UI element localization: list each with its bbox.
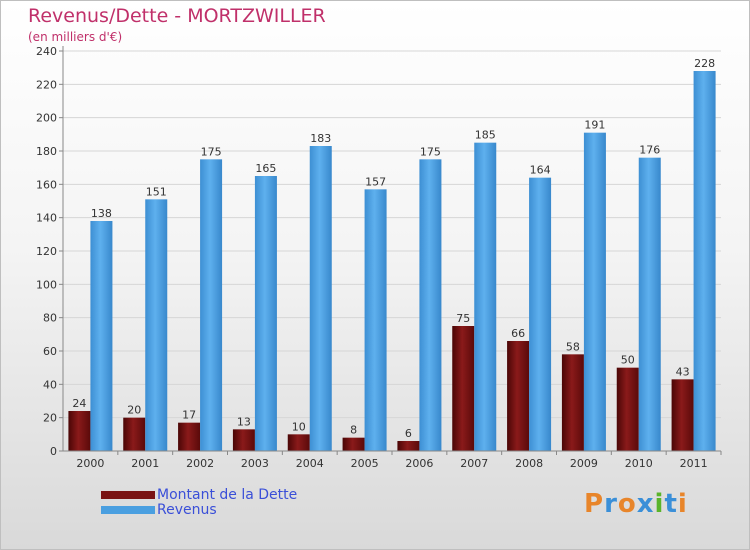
revenue-bar — [90, 221, 113, 451]
y-tick-label: 220 — [36, 78, 57, 91]
revenue-value-label: 191 — [584, 119, 605, 132]
debt-value-label: 6 — [405, 427, 412, 440]
debt-bar — [68, 411, 91, 451]
revenue-value-label: 176 — [639, 144, 660, 157]
debt-bar — [507, 341, 530, 451]
debt-value-label: 24 — [72, 397, 86, 410]
revenue-value-label: 185 — [475, 129, 496, 142]
y-tick-label: 160 — [36, 178, 57, 191]
proxiti-logo: Proxiti — [584, 489, 688, 519]
x-axis: 2000 2001 2002 2003 2004 2005 2006 2007 2008 2009… — [63, 450, 722, 470]
chart-subtitle: (en milliers d'€) — [28, 30, 123, 44]
x-tick-label: 2002 — [186, 457, 214, 470]
debt-bar — [561, 354, 584, 451]
y-tick-label: 140 — [36, 212, 57, 225]
debt-value-label: 43 — [676, 365, 690, 378]
debt-bar — [452, 326, 475, 451]
debt-value-label: 20 — [127, 404, 141, 417]
revenue-value-label: 165 — [255, 162, 276, 175]
x-tick-label: 2005 — [351, 457, 379, 470]
y-tick-label: 20 — [43, 412, 57, 425]
x-tick-label: 2006 — [405, 457, 433, 470]
gridlines — [63, 50, 721, 419]
debt-value-label: 58 — [566, 340, 580, 353]
revenue-value-label: 164 — [530, 164, 551, 177]
debt-bar — [287, 434, 310, 451]
revenue-bar — [583, 132, 606, 451]
legend-item-revenue: Revenus — [101, 502, 217, 518]
debt-value-label: 50 — [621, 354, 635, 367]
debt-value-label: 75 — [456, 312, 470, 325]
revenue-value-label: 138 — [91, 207, 112, 220]
debt-bar — [178, 422, 201, 451]
x-tick-label: 2004 — [296, 457, 324, 470]
debt-value-label: 8 — [350, 424, 357, 437]
debt-bar — [342, 437, 365, 451]
debt-value-label: 10 — [292, 420, 306, 433]
legend-label-debt: Montant de la Dette — [157, 487, 298, 503]
revenue-bar — [145, 199, 168, 451]
revenue-bar — [364, 189, 387, 452]
revenue-bar — [419, 159, 442, 452]
revenue-bar — [254, 176, 277, 451]
debt-bar — [123, 417, 146, 451]
y-tick-label: 240 — [36, 45, 57, 58]
debt-bar — [397, 441, 420, 451]
revenue-value-label: 151 — [146, 185, 167, 198]
revenue-bar — [200, 159, 223, 452]
x-tick-label: 2003 — [241, 457, 269, 470]
revenue-bar — [529, 177, 552, 451]
x-tick-label: 2011 — [680, 457, 708, 470]
revenue-value-label: 175 — [420, 145, 441, 158]
debt-bar — [616, 367, 639, 451]
x-tick-label: 2001 — [131, 457, 159, 470]
x-tick-label: 2000 — [76, 457, 104, 470]
debt-value-label: 17 — [182, 409, 196, 422]
revenue-value-label: 228 — [694, 57, 715, 70]
y-tick-label: 100 — [36, 278, 57, 291]
revenue-bar — [638, 157, 661, 451]
bars: 24 138 20 151 17 175 13 165 10 183 8 157 6 175 75 185 66… — [68, 57, 716, 452]
revenue-bar — [693, 71, 716, 451]
y-tick-label: 40 — [43, 378, 57, 391]
chart-title: Revenus/Dette - MORTZWILLER — [28, 5, 326, 27]
legend-swatch-revenue — [101, 506, 155, 514]
y-axis: 0 20 40 60 80 100 120 140 160 180 200 220 240 — [36, 45, 64, 458]
x-tick-label: 2010 — [625, 457, 653, 470]
y-tick-label: 180 — [36, 145, 57, 158]
legend-swatch-debt — [101, 491, 155, 499]
y-tick-label: 80 — [43, 312, 57, 325]
revenue-bar — [474, 142, 497, 451]
revenue-bar — [309, 146, 332, 451]
y-tick-label: 200 — [36, 112, 57, 125]
debt-value-label: 13 — [237, 415, 251, 428]
legend-item-debt: Montant de la Dette — [101, 487, 297, 503]
revenue-value-label: 183 — [310, 132, 331, 145]
x-tick-label: 2007 — [460, 457, 488, 470]
x-tick-label: 2008 — [515, 457, 543, 470]
debt-bar — [232, 429, 255, 451]
revenue-value-label: 157 — [365, 175, 386, 188]
x-tick-label: 2009 — [570, 457, 598, 470]
legend-label-revenue: Revenus — [157, 502, 217, 518]
revenue-value-label: 175 — [201, 145, 222, 158]
y-tick-label: 60 — [43, 345, 57, 358]
debt-value-label: 66 — [511, 327, 525, 340]
y-tick-label: 0 — [50, 445, 57, 458]
debt-bar — [671, 379, 694, 451]
y-tick-label: 120 — [36, 245, 57, 258]
